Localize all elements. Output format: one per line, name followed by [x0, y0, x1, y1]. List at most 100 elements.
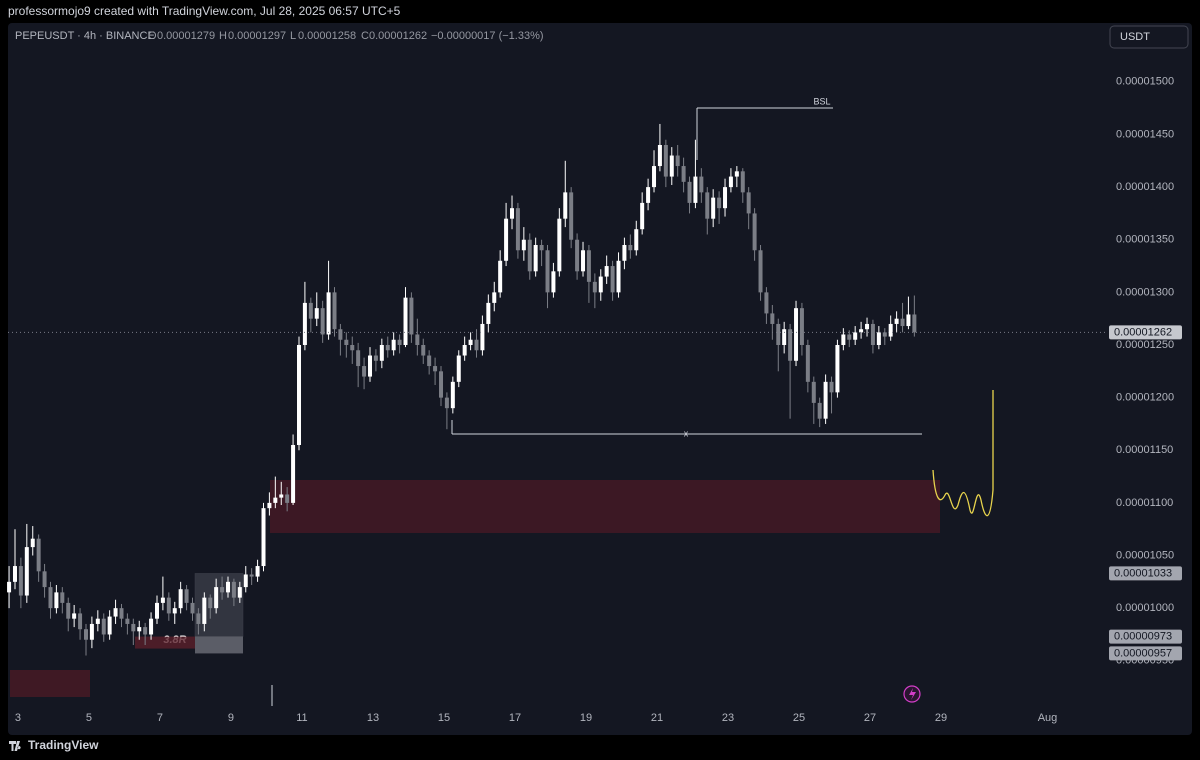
y-tick-label: 0.00001500	[1116, 76, 1174, 88]
candle-body	[776, 323, 781, 345]
candle-body	[18, 566, 23, 596]
candle-body	[740, 171, 745, 193]
candle-body	[208, 597, 213, 609]
candle-body	[563, 192, 568, 219]
candle-body	[119, 608, 124, 619]
candle-body	[231, 581, 236, 598]
candle-body	[190, 602, 195, 614]
candle-body	[220, 587, 225, 593]
y-tick-label: 0.00001450	[1116, 128, 1174, 140]
candle-body	[255, 566, 260, 577]
candle-body	[48, 587, 53, 609]
candle-body	[480, 323, 485, 351]
candle-body	[616, 260, 621, 293]
candle-body	[693, 176, 698, 203]
candle-body	[575, 239, 580, 272]
candle-body	[728, 176, 733, 188]
symbol-label: PEPEUSDT · 4h · BINANCE	[15, 30, 155, 42]
candle-body	[249, 574, 254, 577]
candle-body	[853, 332, 858, 340]
x-tick-label: 21	[651, 712, 663, 724]
candle-body	[829, 381, 834, 393]
candle-body	[149, 618, 154, 635]
candle-body	[557, 218, 562, 272]
candle-body	[160, 597, 165, 603]
candle-body	[42, 571, 47, 588]
candle-body	[592, 281, 597, 293]
x-tick-label: 15	[438, 712, 450, 724]
ohlc-value: 0.00001258	[298, 30, 356, 42]
candle-body	[444, 397, 449, 409]
candle-body	[486, 302, 491, 324]
footer-logo: TradingView	[9, 738, 99, 752]
candle-body	[870, 323, 875, 345]
price-mark-label: 0.00000973	[1114, 630, 1172, 642]
candle-body	[474, 339, 479, 351]
candle-body	[30, 538, 35, 548]
candle-body	[835, 345, 840, 393]
candle-body	[83, 629, 88, 640]
price-mark-label: 0.00001033	[1114, 567, 1172, 579]
footer-label: TradingView	[28, 738, 99, 752]
candle-body	[610, 266, 615, 293]
currency-label[interactable]: USDT	[1120, 31, 1150, 43]
currency-button[interactable]	[1109, 25, 1189, 49]
candle-body	[539, 245, 544, 251]
candle-body	[95, 618, 100, 624]
candle-body	[302, 302, 307, 345]
y-tick-label: 0.00001000	[1116, 602, 1174, 614]
candle-body	[12, 566, 17, 582]
candle-body	[510, 208, 515, 219]
y-tick-label: 0.00001250	[1116, 339, 1174, 351]
candle-body	[362, 366, 367, 377]
candle-body	[196, 613, 201, 624]
candle-body	[734, 171, 739, 177]
attribution: professormojo9 created with TradingView.…	[8, 4, 401, 18]
candle-body	[764, 292, 769, 314]
candle-body	[906, 314, 911, 327]
candle-body	[634, 229, 639, 251]
candle-body	[545, 250, 550, 293]
current-price-box	[1109, 325, 1182, 340]
candle-body	[137, 627, 142, 632]
y-tick-label: 0.00001100	[1116, 497, 1173, 509]
change-label: −0.00000017 (−1.33%)	[431, 30, 544, 42]
candle-body	[723, 187, 728, 209]
risk-zone	[135, 636, 195, 649]
candle-body	[184, 589, 189, 603]
candle-body	[131, 623, 136, 632]
candle-body	[468, 339, 473, 345]
candle-body	[344, 339, 349, 345]
candle-body	[551, 271, 556, 293]
bsl-label: BSL	[813, 96, 830, 106]
candle-body	[841, 334, 846, 345]
x-tick-label: 23	[722, 712, 734, 724]
x-tick-label: 27	[864, 712, 876, 724]
candle-body	[681, 166, 686, 182]
candle-body	[888, 323, 893, 337]
candle-body	[439, 371, 444, 398]
price-mark-label: 0.00000957	[1114, 647, 1172, 659]
candle-body	[356, 350, 361, 367]
candle-body	[427, 355, 432, 367]
y-tick-label: 0.00001300	[1116, 286, 1174, 298]
candle-body	[214, 587, 219, 609]
candle-body	[521, 239, 526, 251]
candle-body	[385, 345, 390, 351]
price-mark-box	[1109, 566, 1182, 581]
candle-body	[675, 155, 680, 167]
x-tick-label: 3	[15, 712, 21, 724]
candle-body	[433, 366, 438, 372]
candle-body	[125, 618, 130, 624]
candle-body	[237, 587, 242, 598]
y-tick-label: 0.00001050	[1116, 549, 1174, 561]
candle-body	[368, 355, 373, 377]
candle-body	[652, 166, 657, 188]
candle-body	[397, 339, 402, 345]
candle-body	[663, 145, 668, 177]
candle-body	[717, 197, 722, 209]
y-tick-label: 0.00001350	[1116, 234, 1174, 246]
ohlc-label: C	[361, 30, 369, 42]
x-tick-label: 13	[367, 712, 379, 724]
candle-body	[326, 292, 331, 335]
